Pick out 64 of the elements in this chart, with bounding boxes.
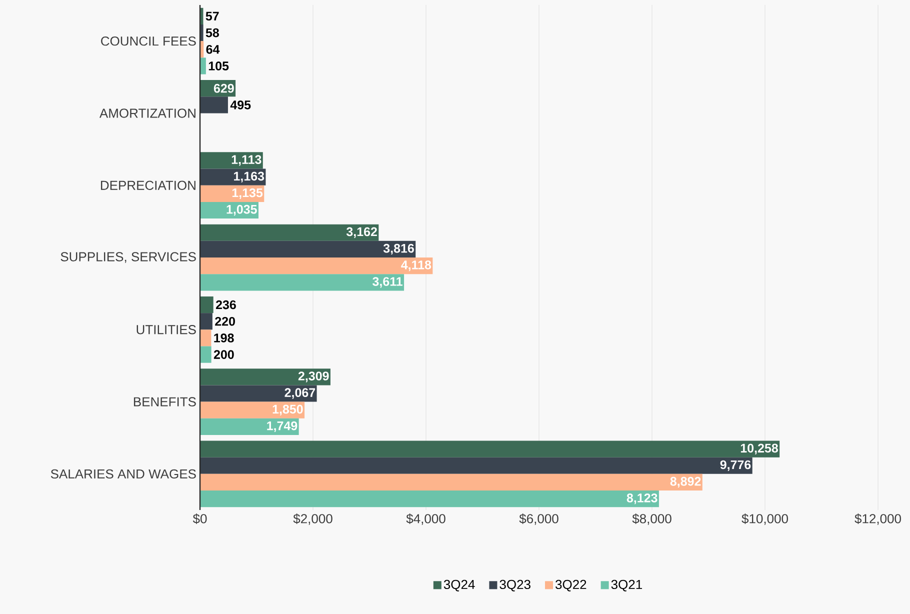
data-label: 1,749 <box>267 421 298 432</box>
data-label: 1,850 <box>272 404 303 416</box>
bar <box>200 474 702 491</box>
x-tick-label: $4,000 <box>406 514 446 525</box>
data-label: 2,309 <box>298 372 329 382</box>
data-label: 4,118 <box>401 260 432 272</box>
data-label: 200 <box>214 350 234 359</box>
bar <box>200 313 212 330</box>
data-label: 105 <box>208 62 229 70</box>
legend-label: 3Q21 <box>611 580 642 592</box>
data-label: 236 <box>216 300 236 310</box>
data-label: 58 <box>206 28 219 38</box>
x-tick-label: $0 <box>192 514 207 524</box>
bar <box>200 330 212 346</box>
x-tick-label: $6,000 <box>519 514 558 525</box>
data-label: 10,258 <box>740 444 778 454</box>
x-tick-label: $2,000 <box>293 514 332 525</box>
y-tick-label: SALARIES AND WAGES <box>50 469 196 479</box>
y-tick-label: COUNCIL FEES <box>101 36 196 46</box>
bar <box>200 58 206 74</box>
legend-label: 3Q22 <box>556 580 586 592</box>
data-label: 8,892 <box>670 476 701 488</box>
bar <box>200 274 404 291</box>
data-label: 3,816 <box>383 244 414 255</box>
bar <box>200 240 416 258</box>
bar <box>200 490 659 508</box>
data-label: 57 <box>206 12 219 21</box>
y-tick-label: AMORTIZATION <box>99 108 196 118</box>
data-label: 220 <box>215 316 235 326</box>
bar <box>200 457 752 474</box>
data-label: 8,123 <box>626 494 658 504</box>
bar <box>200 385 317 402</box>
bar <box>200 418 299 435</box>
y-tick-label: UTILITIES <box>136 325 196 334</box>
data-label: 2,067 <box>284 388 316 399</box>
legend-label: 3Q23 <box>500 580 530 592</box>
y-tick-label: SUPPLIES, SERVICES <box>60 252 196 263</box>
x-tick-label: $8,000 <box>632 514 672 525</box>
data-label: 1,035 <box>226 204 257 216</box>
data-label: 3,162 <box>346 227 377 238</box>
data-label: 495 <box>230 100 251 110</box>
data-label: 198 <box>214 334 234 342</box>
bar <box>200 368 330 386</box>
x-tick-label: $12,000 <box>854 514 901 525</box>
data-label: 1,135 <box>232 188 263 199</box>
x-tick-label: $10,000 <box>742 514 788 525</box>
bar <box>200 24 204 42</box>
data-label: 1,163 <box>234 172 264 182</box>
bar <box>200 346 212 363</box>
data-label: 3,611 <box>372 277 402 288</box>
y-tick-label: DEPRECIATION <box>100 180 196 190</box>
data-label: 1,113 <box>232 155 262 166</box>
legend-label: 3Q24 <box>444 580 475 592</box>
data-label: 64 <box>206 44 220 54</box>
bar <box>200 258 433 274</box>
data-label: 629 <box>214 84 234 93</box>
y-tick-label: BENEFITS <box>134 397 196 406</box>
bar <box>200 152 263 169</box>
bar <box>200 402 305 418</box>
bar <box>200 224 379 241</box>
bar <box>200 296 214 314</box>
bar <box>200 440 780 458</box>
bar <box>200 96 228 114</box>
data-label: 9,776 <box>720 460 751 471</box>
